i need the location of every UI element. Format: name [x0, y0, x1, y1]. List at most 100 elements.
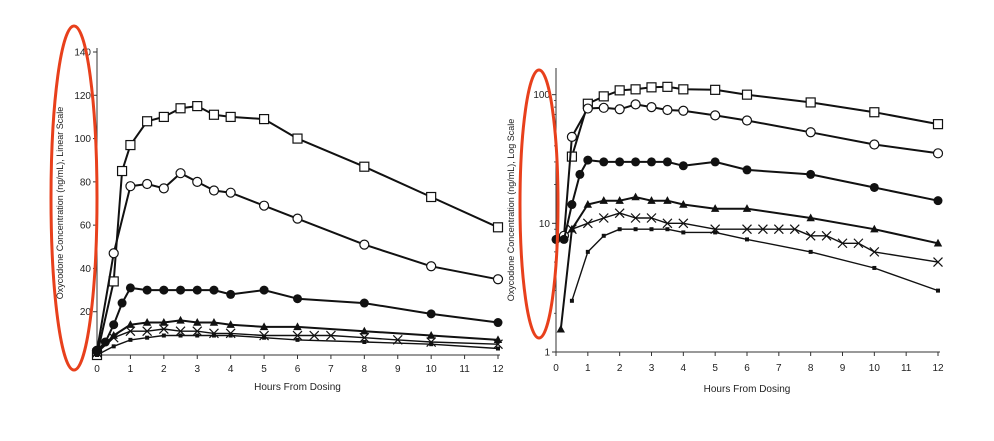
filled-circle-marker: [662, 157, 672, 167]
filled-triangle-marker: [226, 320, 235, 328]
small-filled-square-marker: [569, 298, 574, 303]
open-circle-marker: [175, 168, 186, 179]
series-line-filled-circle: [556, 159, 939, 241]
x-marker: [493, 339, 503, 350]
series-line-small-filled-square: [96, 334, 499, 356]
open-square-marker: [662, 81, 673, 92]
x-tick-label: 3: [649, 363, 655, 374]
series-line-filled-triangle: [559, 196, 939, 330]
small-filled-square-marker: [295, 337, 300, 342]
x-marker: [789, 224, 800, 235]
x-tick-label: 8: [808, 363, 814, 374]
y-tick-label: 100: [533, 90, 550, 101]
open-square-marker: [710, 84, 721, 95]
x-marker: [566, 224, 577, 235]
open-circle-marker: [805, 127, 816, 138]
x-marker: [821, 230, 832, 241]
open-circle-marker: [598, 102, 609, 113]
filled-triangle-marker: [193, 318, 202, 326]
small-filled-square-marker: [665, 227, 670, 232]
y-tick-label: 20: [80, 307, 92, 318]
filled-triangle-marker: [126, 320, 135, 328]
open-square-marker: [116, 165, 128, 177]
filled-triangle-marker: [870, 224, 879, 233]
y-tick-label: 10: [539, 219, 551, 230]
filled-circle-marker: [869, 182, 879, 192]
x-marker: [646, 213, 657, 223]
open-square-marker: [630, 84, 641, 95]
x-marker: [292, 330, 303, 341]
open-circle-marker: [108, 248, 119, 259]
x-tick-label: 8: [362, 364, 368, 375]
x-tick-label: 10: [426, 364, 438, 375]
filled-circle-marker: [678, 161, 688, 171]
x-axis-label: Hours From Dosing: [704, 384, 791, 395]
open-circle-marker: [208, 185, 220, 196]
filled-triangle-marker: [647, 196, 656, 204]
x-tick-label: 5: [261, 364, 267, 375]
small-filled-square-marker: [496, 346, 500, 351]
small-filled-square-marker: [617, 227, 622, 232]
series-line-small-filled-square: [571, 228, 939, 302]
filled-circle-marker: [125, 283, 135, 293]
small-filled-square-marker: [633, 227, 638, 232]
x-tick-label: 10: [869, 363, 881, 374]
filled-circle-marker: [615, 157, 625, 167]
filled-triangle-marker: [631, 192, 640, 201]
small-filled-square-marker: [585, 249, 590, 254]
x-tick-label: 6: [295, 364, 301, 375]
filled-circle-marker: [226, 289, 236, 299]
open-square-marker: [208, 109, 220, 120]
x-marker: [125, 326, 136, 337]
filled-triangle-marker: [710, 204, 720, 212]
filled-circle-marker: [599, 157, 609, 167]
filled-triangle-marker: [159, 318, 169, 326]
x-axis-label: Hours From Dosing: [254, 382, 341, 393]
x-tick-label: 12: [932, 363, 944, 374]
open-square-marker: [192, 101, 203, 112]
x-tick-label: 7: [776, 363, 782, 374]
open-square-marker: [741, 89, 753, 100]
open-circle-marker: [359, 239, 370, 250]
open-square-marker: [869, 107, 880, 118]
filled-triangle-marker: [679, 200, 688, 208]
open-circle-marker: [192, 176, 203, 187]
small-filled-square-marker: [161, 333, 166, 338]
filled-triangle-marker: [493, 335, 503, 344]
open-square-marker: [158, 111, 169, 123]
small-filled-square-marker: [178, 333, 183, 338]
open-circle-marker: [614, 104, 625, 115]
small-filled-square-marker: [362, 340, 367, 345]
filled-circle-marker: [933, 196, 943, 206]
filled-triangle-marker: [360, 326, 369, 335]
y-tick-label: 1: [544, 348, 550, 359]
small-filled-square-marker: [745, 237, 749, 242]
open-circle-marker: [646, 102, 657, 113]
small-filled-square-marker: [111, 344, 116, 349]
filled-triangle-marker: [426, 331, 436, 339]
filled-triangle-marker: [259, 322, 269, 331]
filled-circle-marker: [109, 320, 119, 330]
filled-circle-marker: [117, 298, 127, 308]
open-circle-marker: [258, 200, 270, 211]
filled-triangle-marker: [556, 324, 565, 333]
open-circle-marker: [225, 187, 236, 198]
x-marker: [209, 328, 219, 339]
small-filled-square-marker: [808, 249, 813, 254]
open-square-marker: [125, 139, 136, 151]
x-marker: [359, 332, 370, 343]
filled-circle-marker: [426, 309, 436, 319]
x-marker: [933, 257, 943, 267]
filled-circle-marker: [176, 285, 186, 295]
open-square-marker: [258, 113, 270, 125]
small-filled-square-marker: [936, 288, 940, 293]
open-circle-marker: [125, 181, 136, 192]
x-marker: [325, 330, 336, 341]
x-marker: [158, 324, 169, 334]
x-tick-label: 4: [681, 363, 687, 374]
x-tick-label: 3: [194, 364, 200, 375]
open-square-marker: [225, 111, 236, 123]
